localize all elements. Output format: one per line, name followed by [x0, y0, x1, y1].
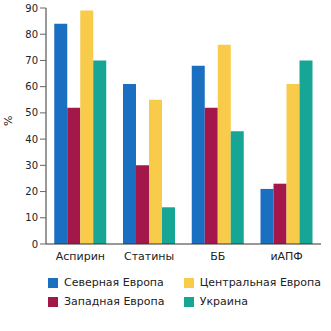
svg-text:50: 50 [25, 107, 38, 118]
svg-text:Аспирин: Аспирин [56, 250, 105, 263]
svg-text:ББ: ББ [210, 250, 225, 263]
svg-text:Статины: Статины [124, 250, 174, 263]
html-text:Центральная Европа: Центральная Европа [199, 276, 321, 289]
svg-text:40: 40 [25, 134, 38, 145]
svg-text:80: 80 [25, 29, 38, 40]
svg-text:20: 20 [25, 186, 38, 197]
svg-text:0: 0 [32, 239, 38, 250]
svg-text:60: 60 [25, 81, 38, 92]
svg-text:%: % [8, 116, 15, 126]
svg-text:70: 70 [25, 55, 38, 66]
svg-text:10: 10 [25, 212, 38, 223]
html-text:Северная Европа: Северная Европа [64, 276, 164, 289]
svg-text:90: 90 [25, 3, 38, 14]
html-text:Украина: Украина [199, 295, 248, 308]
html-text:Западная Европа: Западная Европа [64, 295, 165, 308]
svg-text:иАПФ: иАПФ [270, 250, 302, 263]
svg-text:30: 30 [25, 160, 38, 171]
